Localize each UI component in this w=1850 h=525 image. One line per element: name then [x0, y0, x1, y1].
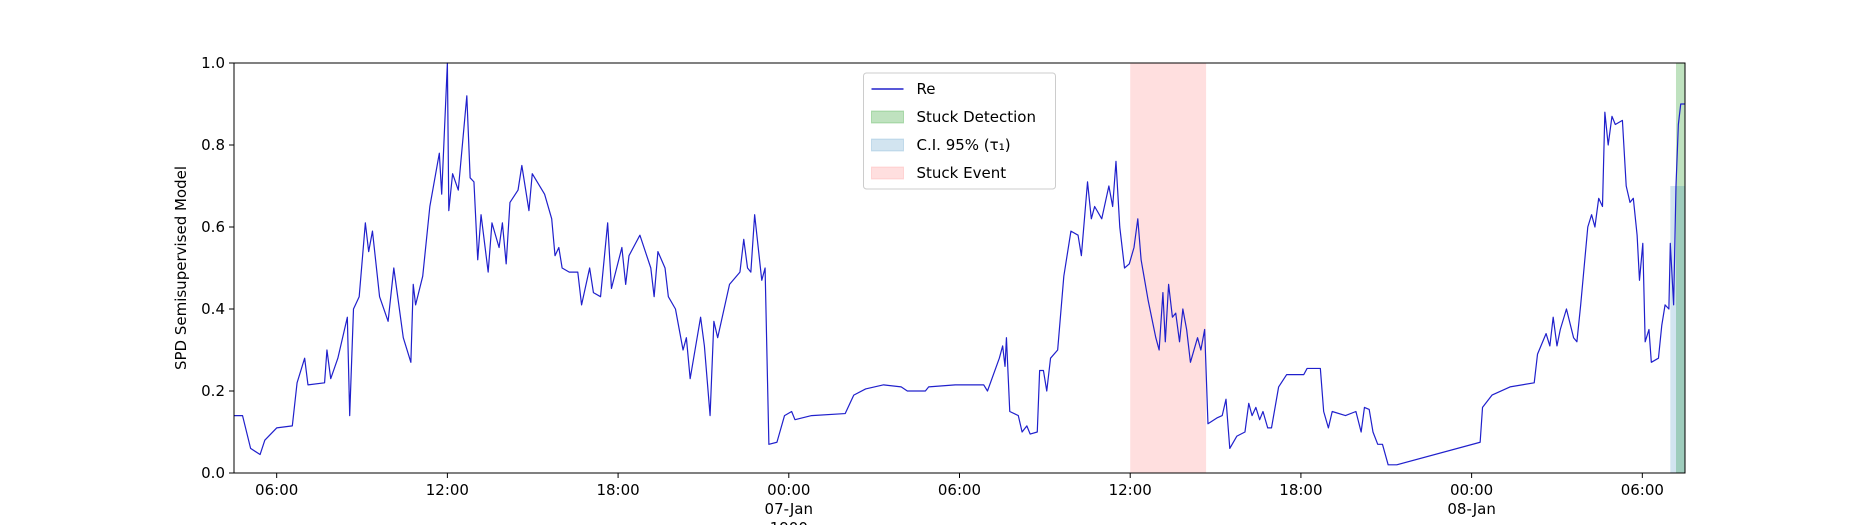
- x-tick-label: 06:00: [255, 481, 298, 499]
- x-tick-label: 18:00: [1279, 481, 1322, 499]
- legend-box: [863, 72, 1056, 190]
- x-tick-label: 00:00 08-Jan: [1447, 481, 1495, 518]
- x-tick-line: 00:00: [1450, 481, 1493, 499]
- x-tick-label: 06:00: [1621, 481, 1664, 499]
- x-tick-label: 12:00: [426, 481, 469, 499]
- y-tick-label: 1.0: [201, 54, 225, 72]
- x-tick-label: 06:00: [938, 481, 981, 499]
- legend-label: Stuck Detection: [917, 108, 1036, 126]
- x-tick-line: 00:00: [767, 481, 810, 499]
- x-tick-line: 1900: [770, 519, 808, 525]
- y-tick-label: 0.0: [201, 464, 225, 482]
- y-tick-label: 0.6: [201, 218, 225, 236]
- y-tick-label: 0.2: [201, 382, 225, 400]
- y-tick-label: 0.8: [201, 136, 225, 154]
- span: [1670, 186, 1685, 473]
- y-tick-label: 0.4: [201, 300, 225, 318]
- x-tick-label: 12:00: [1109, 481, 1152, 499]
- legend-patch: [871, 166, 904, 180]
- legend-label: C.I. 95% (τ₁): [917, 136, 1011, 154]
- legend-label: Re: [917, 80, 936, 98]
- legend-label: Stuck Event: [917, 164, 1007, 182]
- legend-patch: [871, 110, 904, 124]
- y-axis-label: SPD Semisupervised Model: [172, 166, 190, 370]
- span: [1130, 63, 1207, 473]
- x-tick-line: 07-Jan: [765, 500, 813, 518]
- data-line: [234, 62, 1685, 466]
- x-tick-line: 08-Jan: [1447, 500, 1495, 518]
- x-tick-label: 18:00: [596, 481, 639, 499]
- span: [1675, 63, 1685, 473]
- legend-patch: [871, 138, 904, 152]
